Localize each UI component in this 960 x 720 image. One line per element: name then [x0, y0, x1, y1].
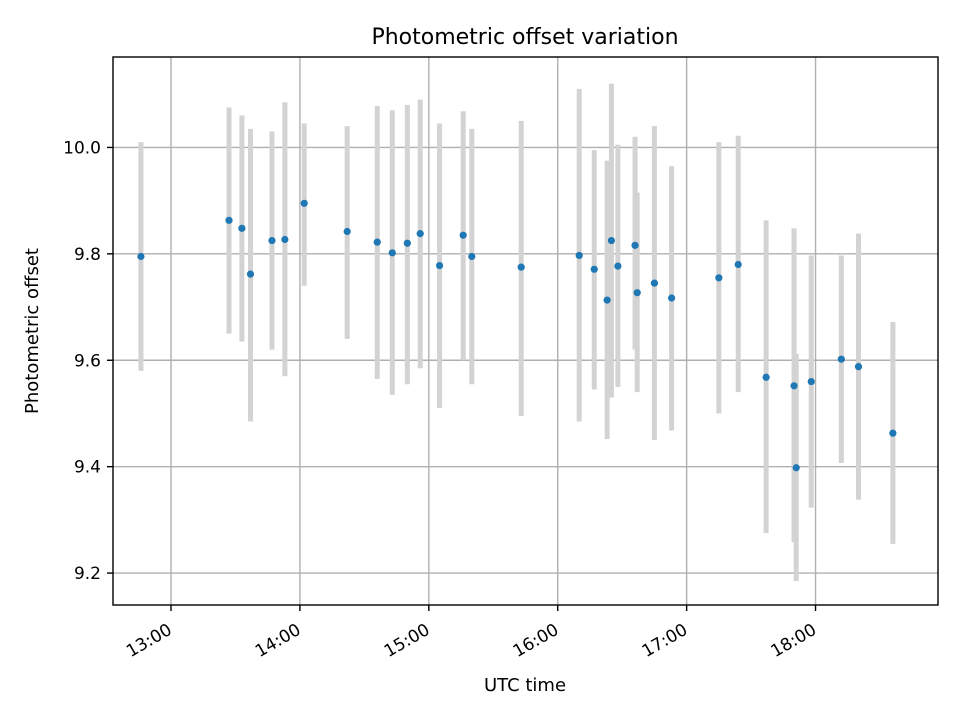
- data-point: [590, 265, 598, 273]
- data-point: [807, 377, 815, 386]
- data-point: [281, 235, 289, 244]
- plot-frame: [112, 56, 939, 606]
- data-point: [459, 231, 467, 239]
- data-point: [667, 294, 676, 302]
- y-tick-label: 9.8: [74, 245, 101, 265]
- data-point: [790, 382, 798, 390]
- y-tick-label: 9.4: [74, 458, 101, 478]
- data-point: [792, 464, 800, 472]
- data-point: [225, 216, 233, 224]
- x-tick-label: 15:00: [381, 620, 433, 662]
- data-point: [715, 274, 723, 282]
- data-point: [854, 363, 863, 371]
- data-point: [837, 355, 845, 363]
- data-point: [137, 252, 145, 261]
- data-point: [631, 241, 639, 249]
- y-tick-label: 10.0: [63, 138, 101, 158]
- data-point: [435, 261, 444, 270]
- y-tick-label: 9.6: [74, 351, 101, 371]
- data-point: [633, 289, 641, 297]
- data-point: [468, 252, 476, 261]
- x-tick-label: 16:00: [510, 620, 562, 662]
- x-tick-label: 18:00: [768, 620, 820, 662]
- chart-title: Photometric offset variation: [371, 25, 678, 50]
- data-point: [300, 199, 308, 207]
- y-axis-label: Photometric offset: [22, 248, 43, 414]
- data-point: [734, 260, 742, 269]
- data-point: [650, 279, 659, 287]
- data-point: [416, 230, 424, 238]
- data-point: [388, 249, 396, 257]
- x-tick-label: 17:00: [639, 620, 691, 662]
- x-axis-label: UTC time: [484, 675, 566, 696]
- data-point: [343, 227, 351, 236]
- error-bars: [138, 83, 896, 582]
- data-point: [603, 296, 611, 304]
- data-point: [762, 373, 770, 381]
- data-point: [614, 262, 622, 270]
- data-point: [373, 238, 381, 246]
- data-point: [268, 236, 276, 245]
- data-point: [575, 251, 583, 260]
- data-point: [607, 236, 616, 245]
- data-point: [403, 239, 411, 247]
- x-tick-label: 13:00: [123, 620, 175, 662]
- data-point: [246, 270, 255, 278]
- gridlines: [113, 57, 938, 605]
- data-point: [889, 429, 897, 437]
- y-tick-label: 9.2: [74, 564, 101, 584]
- x-tick-label: 14:00: [252, 620, 304, 662]
- data-point: [238, 224, 246, 232]
- data-point: [517, 263, 525, 271]
- data-points: [137, 199, 897, 472]
